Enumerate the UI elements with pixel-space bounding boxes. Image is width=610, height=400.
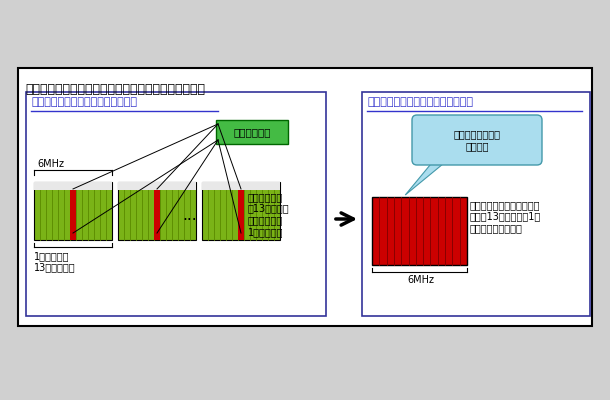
Text: 各チャンネル
の13セグメン
トの真ん中の
1セグメント: 各チャンネル の13セグメン トの真ん中の 1セグメント [248, 192, 290, 237]
FancyBboxPatch shape [202, 182, 280, 190]
FancyBboxPatch shape [26, 92, 326, 316]
Text: 6MHz: 6MHz [37, 159, 64, 169]
FancyBboxPatch shape [238, 182, 244, 240]
FancyBboxPatch shape [154, 182, 160, 240]
FancyBboxPatch shape [362, 92, 590, 316]
FancyBboxPatch shape [216, 120, 288, 144]
FancyBboxPatch shape [202, 182, 280, 240]
Text: ...: ... [182, 208, 197, 222]
Text: 従来の「地上デジタルテレビ放送」: 従来の「地上デジタルテレビ放送」 [31, 97, 137, 107]
FancyBboxPatch shape [372, 197, 467, 265]
FancyBboxPatch shape [70, 182, 76, 240]
FancyBboxPatch shape [18, 68, 592, 326]
FancyBboxPatch shape [412, 115, 542, 165]
FancyBboxPatch shape [34, 182, 112, 240]
FancyBboxPatch shape [34, 182, 112, 190]
FancyBboxPatch shape [118, 182, 196, 190]
Text: 「ワンセグ」: 「ワンセグ」 [233, 127, 271, 137]
Text: 従来のワンセグ放送とマルチワンセグメントサービス: 従来のワンセグ放送とマルチワンセグメントサービス [25, 83, 205, 96]
FancyBboxPatch shape [118, 182, 196, 240]
Text: 6MHz: 6MHz [407, 275, 434, 285]
Text: 「ワンセグ」のセグメント
だけを13個集めて、1チ
ャンネルにして送信: 「ワンセグ」のセグメント だけを13個集めて、1チ ャンネルにして送信 [470, 200, 541, 233]
Text: 1チャンネル
13セグメント: 1チャンネル 13セグメント [34, 251, 76, 273]
Text: ワンセグ部分のみ
を束れる: ワンセグ部分のみ を束れる [453, 129, 500, 151]
Polygon shape [405, 159, 449, 195]
Text: 「マルチワンセグメントサービス」: 「マルチワンセグメントサービス」 [367, 97, 473, 107]
